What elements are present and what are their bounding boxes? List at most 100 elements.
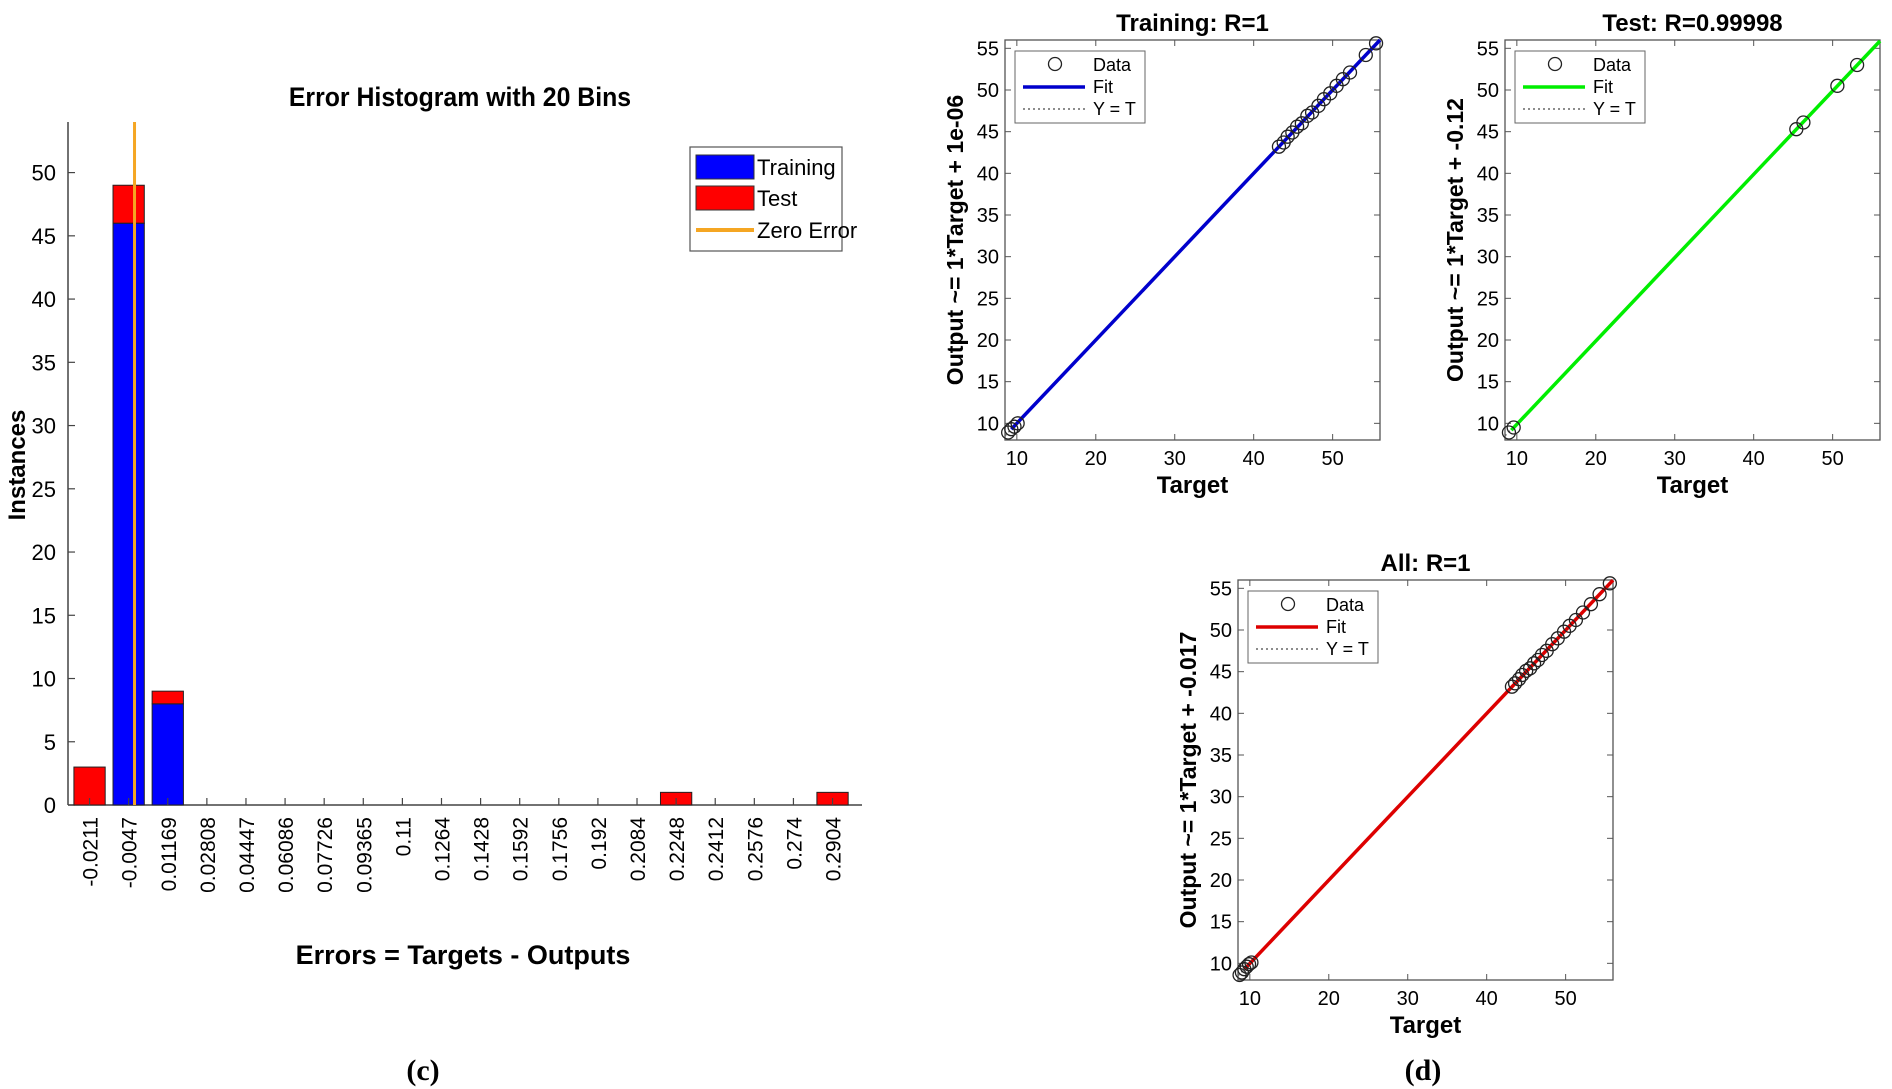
- all-data-point: [1511, 672, 1527, 687]
- all-data-point: [1239, 959, 1254, 974]
- all-y-tick-label: 15: [1210, 912, 1232, 934]
- all-data-point: [1504, 679, 1520, 694]
- all-x-tick-label: 50: [1555, 988, 1577, 1010]
- all-data-point: [1534, 647, 1550, 663]
- training-legend-data-label: Data: [1093, 55, 1132, 75]
- legend-training-swatch: [695, 154, 755, 180]
- all-data-point: [1592, 587, 1607, 602]
- all-y-tick-label: 55: [1210, 578, 1232, 600]
- all-data-point: [1507, 676, 1523, 691]
- histogram-x-tick-label: 0.2084: [627, 817, 650, 882]
- all-data-point: [1241, 957, 1257, 972]
- training-y-tick-label: 50: [977, 80, 999, 102]
- test-y-label: Output ~= 1*Target + -0.12: [1442, 98, 1468, 382]
- all-x-tick-label: 20: [1318, 988, 1340, 1010]
- all-data-point: [1575, 605, 1591, 620]
- all-data-point: [1522, 661, 1538, 676]
- histogram-x-tick-label: 0.04447: [236, 817, 259, 893]
- test-y-tick-label: 55: [1477, 38, 1499, 60]
- histogram-bar-training: [151, 703, 184, 806]
- training-x-label: Target: [1157, 472, 1229, 499]
- all-legend-fit-label: Fit: [1326, 617, 1346, 637]
- histogram-title: Error Histogram with 20 Bins: [289, 83, 631, 112]
- test-y-tick-label: 50: [1477, 80, 1499, 102]
- all-data-point: [1568, 612, 1584, 628]
- all-data-point: [1244, 955, 1259, 970]
- histogram-y-tick-label: 15: [32, 603, 56, 628]
- all-x-tick-label: 40: [1476, 988, 1498, 1010]
- training-x-tick-label: 50: [1322, 448, 1344, 470]
- histogram-x-tick-label: 0.2248: [666, 817, 689, 881]
- all-y-tick-label: 20: [1210, 870, 1232, 892]
- histogram-x-tick-label: 0.01169: [158, 817, 181, 891]
- test-title: Test: R=0.99998: [1602, 10, 1782, 37]
- training-y-label: Output ~= 1*Target + 1e-06: [942, 95, 968, 385]
- test-x-tick-label: 40: [1743, 448, 1765, 470]
- training-data-point: [1342, 65, 1358, 80]
- training-y-tick-label: 15: [977, 372, 999, 394]
- test-x-tick-label: 10: [1506, 448, 1528, 470]
- training-data-point: [1300, 108, 1315, 123]
- all-legend-data-marker: [1280, 596, 1296, 612]
- all-y-tick-label: 35: [1210, 745, 1232, 767]
- histogram-y-tick-label: 25: [32, 477, 56, 502]
- training-y-tick-label: 55: [977, 38, 999, 60]
- histogram-x-tick-label: 0.1756: [549, 817, 572, 881]
- legend-test-swatch: [695, 185, 755, 211]
- all-regression-plot: All: R=1 10 15 20 25 30 35 40 45 50 55 10 20 30 40 50 Ta…: [1175, 550, 1617, 1039]
- all-y-tick-label: 10: [1210, 953, 1232, 975]
- training-x-tick-label: 10: [1006, 448, 1028, 470]
- all-fit-line: [1243, 578, 1615, 971]
- all-legend-data-label: Data: [1326, 595, 1365, 615]
- training-data-point: [1007, 419, 1022, 434]
- histogram-x-tick-label: 0.07726: [314, 817, 337, 893]
- histogram-x-tick-label: 0.2904: [823, 817, 846, 882]
- test-x-tick-label: 20: [1585, 448, 1607, 470]
- test-legend-identity-label: Y = T: [1593, 99, 1636, 119]
- training-y-tick-label: 35: [977, 205, 999, 227]
- all-x-tick-label: 30: [1397, 988, 1419, 1010]
- test-legend-fit-label: Fit: [1593, 77, 1613, 97]
- training-legend-identity-label: Y = T: [1093, 99, 1136, 119]
- training-x-tick-label: 40: [1243, 448, 1265, 470]
- histogram-x-tick-label: 0.06086: [275, 817, 298, 893]
- test-regression-plot: Test: R=0.99998 10 15 20 25 30 35 40 45 50 55 10 20 3…: [1442, 10, 1882, 499]
- histogram-x-tick-label: 0.1592: [510, 817, 533, 881]
- all-y-tick-label: 40: [1210, 703, 1232, 725]
- panel-label-c: (c): [406, 1054, 439, 1087]
- training-data-point: [1010, 416, 1025, 431]
- test-y-tick-label: 20: [1477, 330, 1499, 352]
- all-title: All: R=1: [1380, 550, 1470, 577]
- training-title: Training: R=1: [1116, 10, 1269, 37]
- all-data-point: [1519, 663, 1534, 678]
- all-data-point: [1583, 597, 1599, 612]
- histogram-x-tick-label: 0.2576: [744, 817, 767, 881]
- training-y-tick-label: 20: [977, 330, 999, 352]
- test-y-tick-label: 10: [1477, 413, 1499, 435]
- test-y-tick-label: 30: [1477, 247, 1499, 269]
- histogram-y-tick-label: 40: [32, 287, 56, 312]
- all-data-point: [1530, 652, 1546, 668]
- histogram-x-tick-label: 0.2412: [705, 817, 728, 881]
- error-histogram-chart: Error Histogram with 20 Bins 0 5 10 15 20 25 3…: [4, 83, 862, 970]
- all-legend-identity-label: Y = T: [1326, 639, 1369, 659]
- histogram-x-tick-label: 0.11: [392, 817, 415, 856]
- test-y-tick-label: 25: [1477, 288, 1499, 310]
- histogram-y-tick-label: 0: [44, 793, 56, 818]
- legend-test-label: Test: [757, 186, 797, 211]
- training-x-tick-label: 20: [1085, 448, 1107, 470]
- histogram-y-tick-label: 45: [32, 224, 56, 249]
- training-data-point: [1358, 47, 1373, 63]
- test-data-point: [1506, 420, 1521, 435]
- histogram-x-tick-label: 0.1428: [471, 817, 494, 881]
- histogram-y-tick-label: 5: [44, 730, 56, 755]
- test-data-point: [1830, 78, 1845, 93]
- all-y-label: Output ~= 1*Target + -0.017: [1175, 632, 1201, 929]
- all-data-point: [1602, 576, 1617, 591]
- legend-training-label: Training: [757, 155, 836, 180]
- test-y-tick-label: 40: [1477, 163, 1499, 185]
- test-data-point: [1796, 115, 1811, 130]
- test-y-tick-label: 45: [1477, 122, 1499, 144]
- legend-zero-error-label: Zero Error: [757, 218, 857, 243]
